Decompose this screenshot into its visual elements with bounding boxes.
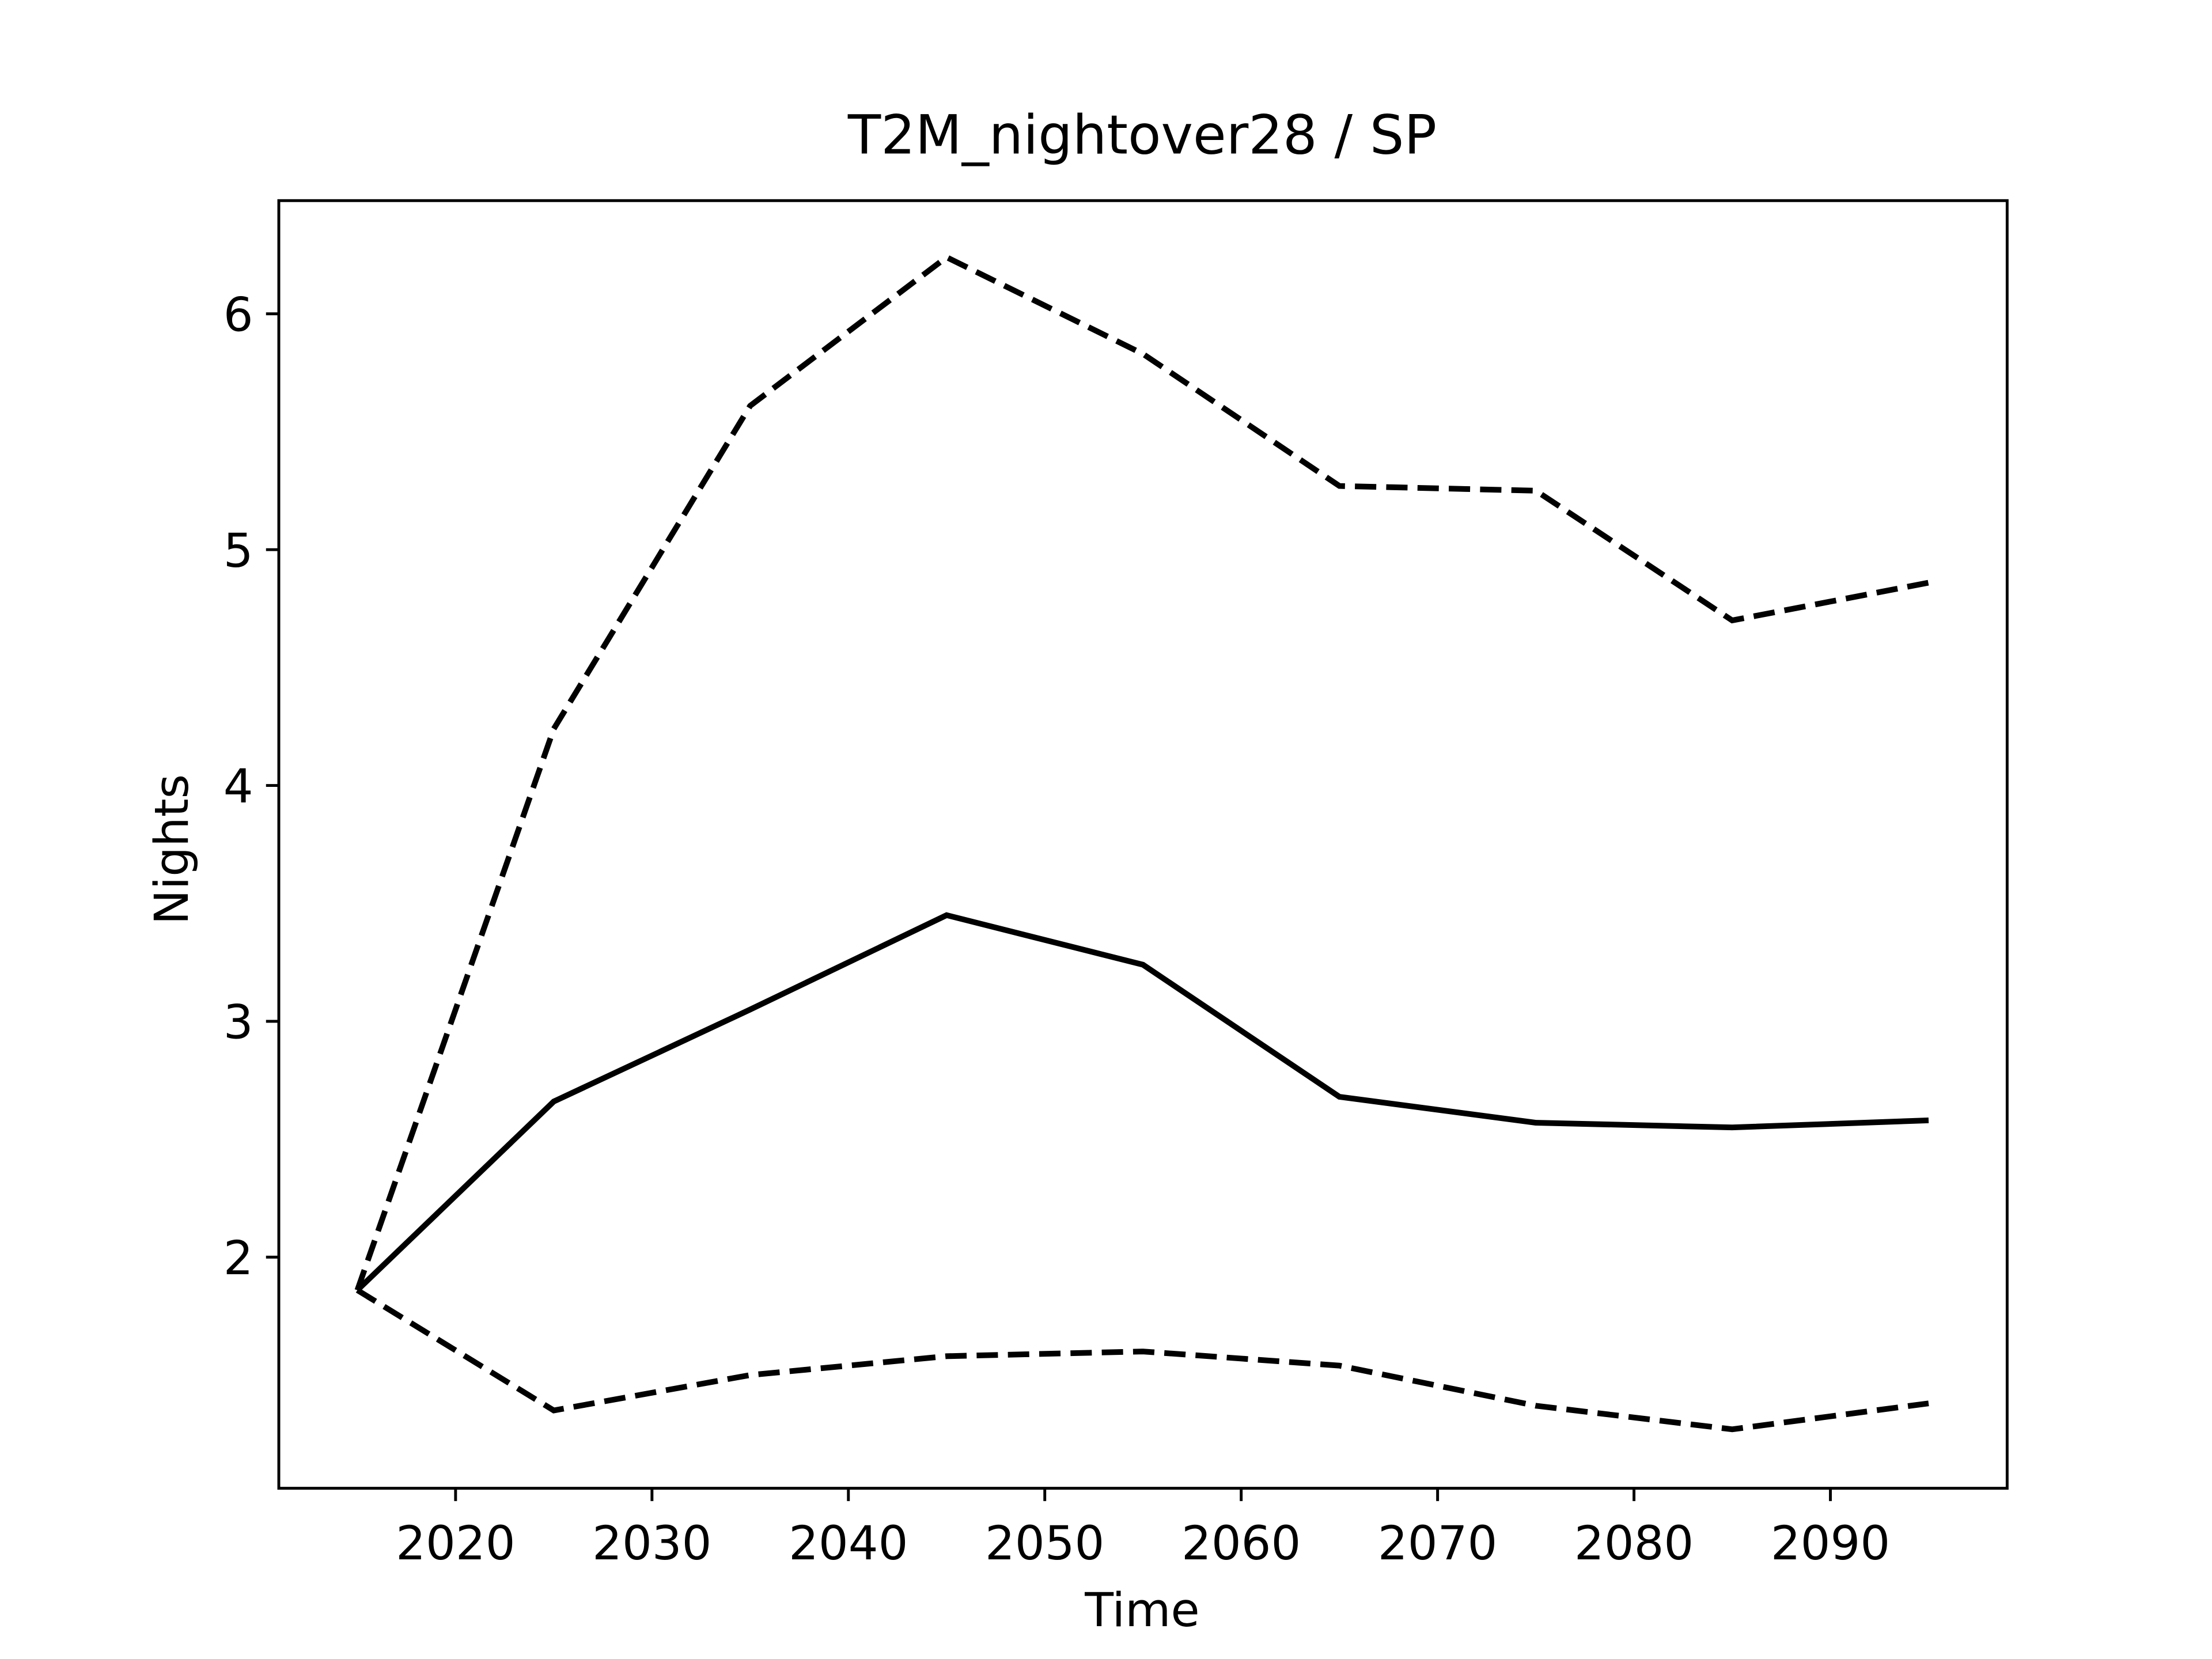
data-line <box>354 253 1929 1291</box>
x-tick-label: 2040 <box>789 1516 908 1571</box>
x-tick-label: 2080 <box>1574 1516 1694 1571</box>
x-tick-label: 2030 <box>592 1516 711 1571</box>
data-line <box>355 1287 1929 1433</box>
y-tick-label: 2 <box>224 1231 253 1286</box>
x-tick-label: 2020 <box>396 1516 515 1571</box>
x-tick-label: 2090 <box>1771 1516 1890 1571</box>
plot-frame <box>277 199 2009 1490</box>
y-tick-label: 6 <box>224 287 253 342</box>
y-tick-label: 4 <box>224 759 253 814</box>
y-tick-label: 5 <box>224 524 253 578</box>
y-axis-label: Nights <box>145 774 199 925</box>
x-tick-label: 2070 <box>1378 1516 1497 1571</box>
x-tick-label: 2060 <box>1181 1516 1301 1571</box>
x-tick-label: 2050 <box>985 1516 1104 1571</box>
chart-title: T2M_nightover28 / SP <box>847 104 1437 167</box>
data-line <box>355 912 1929 1293</box>
x-axis-label: Time <box>1084 1583 1199 1638</box>
y-tick-label: 3 <box>224 995 253 1050</box>
